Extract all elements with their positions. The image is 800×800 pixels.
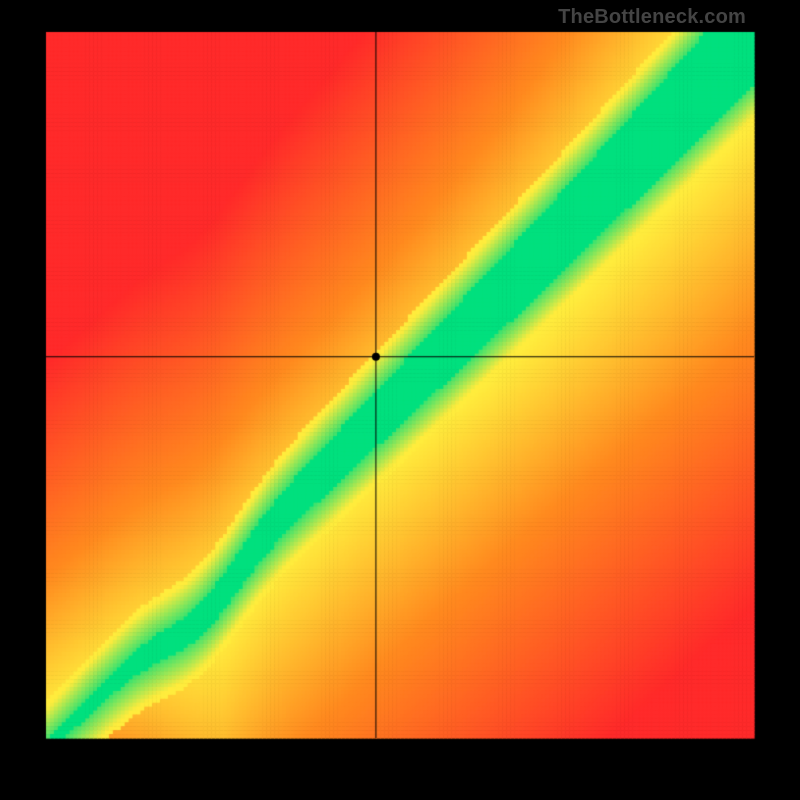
watermark-text: TheBottleneck.com	[558, 6, 746, 29]
heatmap-canvas	[0, 0, 800, 800]
